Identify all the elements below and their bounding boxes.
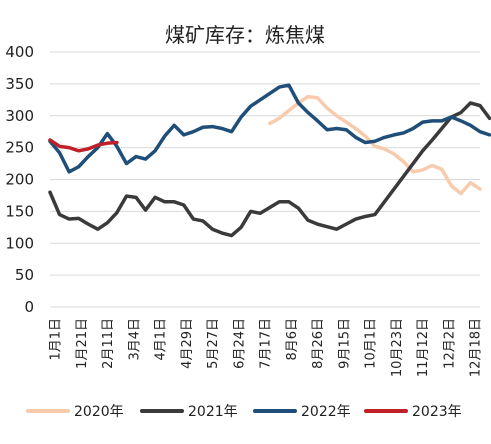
- y-tick-label: 300: [5, 107, 34, 125]
- y-tick-label: 200: [5, 171, 34, 189]
- x-tick-label: 2月11日: [101, 318, 116, 369]
- x-tick-label: 4月1日: [154, 318, 169, 361]
- x-tick-label: 4月29日: [180, 318, 195, 369]
- legend: 2020年 2021年 2022年 2023年: [26, 404, 462, 420]
- y-tick-label: 50: [15, 266, 34, 284]
- y-tick-label: 400: [5, 43, 34, 61]
- y-tick-label: 150: [5, 202, 34, 220]
- x-tick-label: 7月17日: [259, 318, 274, 369]
- series-line-3: [48, 83, 491, 174]
- x-tick-label: 6月24日: [232, 318, 247, 369]
- series-line-1: [268, 94, 482, 196]
- x-tick-label: 1月1日: [49, 318, 64, 361]
- legend-label: 2020年: [74, 404, 124, 420]
- series-line-4: [48, 138, 119, 153]
- legend-label: 2022年: [301, 404, 351, 420]
- y-tick-label: 350: [5, 75, 34, 93]
- x-tick-label: 11月12日: [416, 318, 431, 377]
- x-tick-label: 10月1日: [364, 318, 379, 369]
- x-tick-label: 5月27日: [206, 318, 221, 369]
- grid-layer: [50, 51, 480, 308]
- y-tick-label: 0: [24, 298, 34, 316]
- y-tick-label: 100: [5, 234, 34, 252]
- x-tick-label: 8月26日: [311, 318, 326, 369]
- x-tick-label: 12月18日: [469, 318, 484, 377]
- x-axis: 1月1日 1月21日 2月11日 3月4日 4月1日 4月29日 5月27日 6月24日 7月1…: [49, 318, 484, 377]
- x-tick-label: 1月21日: [75, 318, 90, 369]
- legend-label: 2021年: [188, 404, 238, 420]
- series-line-2: [48, 101, 491, 238]
- x-tick-label: 12月2日: [442, 318, 457, 369]
- legend-label: 2023年: [412, 404, 462, 420]
- series-layer: [48, 83, 491, 238]
- chart-title: 煤矿库存：炼焦煤: [165, 23, 325, 47]
- x-tick-label: 9月15日: [337, 318, 352, 369]
- x-tick-label: 10月23日: [390, 318, 405, 377]
- x-tick-label: 3月4日: [127, 318, 142, 361]
- y-axis: 0 50 100 150 200 250 300 350 400: [5, 43, 34, 316]
- y-tick-label: 250: [5, 139, 34, 157]
- x-tick-label: 8月6日: [285, 318, 300, 361]
